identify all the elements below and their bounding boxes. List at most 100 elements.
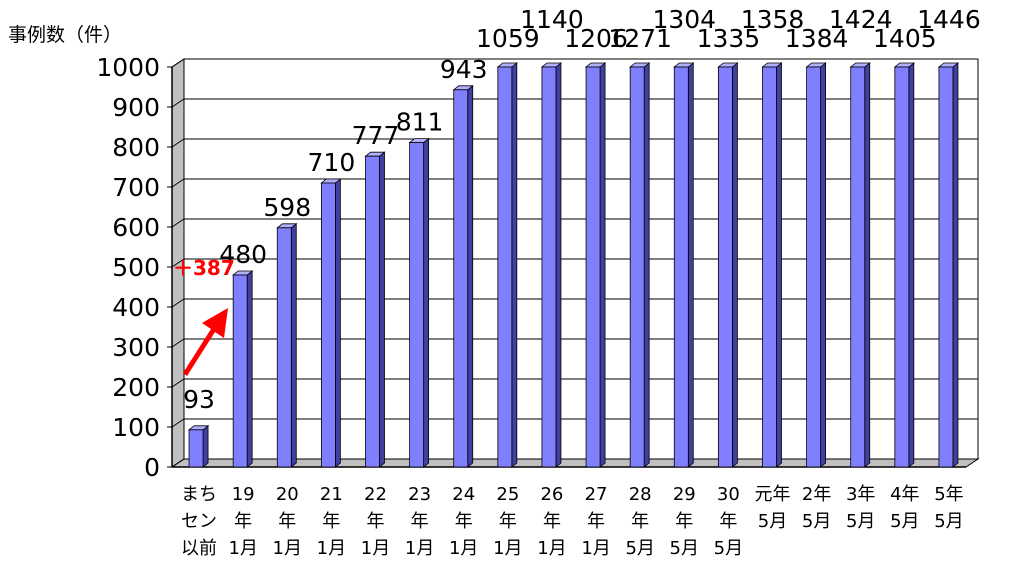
x-tick-label: 以前 xyxy=(181,538,217,559)
bar-side xyxy=(335,179,340,467)
bar-front xyxy=(763,67,777,467)
bar-side xyxy=(953,63,958,467)
bar xyxy=(366,152,385,467)
bar-front xyxy=(321,183,335,467)
x-tick-label: 年 xyxy=(411,511,429,532)
bar-front xyxy=(498,67,512,467)
bar-side xyxy=(247,271,252,467)
x-tick-label: 23 xyxy=(408,484,431,505)
y-axis-title: 事例数（件） xyxy=(8,24,122,46)
bar-side xyxy=(688,63,693,467)
bar xyxy=(542,63,561,467)
x-tick-label: 27 xyxy=(585,484,608,505)
x-tick-label: 20 xyxy=(276,484,299,505)
x-tick-label: 年 xyxy=(367,511,385,532)
value-label: 811 xyxy=(396,108,444,137)
x-tick-label: 25 xyxy=(496,484,519,505)
y-tick-label: 400 xyxy=(112,293,160,322)
bar xyxy=(277,224,296,467)
bar-front xyxy=(189,430,203,467)
value-label: 1446 xyxy=(917,5,981,34)
bar-side xyxy=(203,426,208,467)
bar-front xyxy=(233,275,247,467)
x-tick-label: 1月 xyxy=(317,538,346,559)
y-tick-label: 1000 xyxy=(96,53,160,82)
value-label: 93 xyxy=(183,385,215,414)
bar xyxy=(718,63,737,467)
x-tick-label: 24 xyxy=(452,484,475,505)
x-tick-label: 4年 xyxy=(890,484,919,505)
bar-front xyxy=(895,67,909,467)
bar-front xyxy=(586,67,600,467)
bar-front xyxy=(851,67,865,467)
x-tick-label: 19 xyxy=(232,484,255,505)
x-tick-label: 21 xyxy=(320,484,343,505)
x-tick-label: 年 xyxy=(631,511,649,532)
bar xyxy=(233,271,252,467)
x-axis-labels: まちセン以前19年1月20年1月21年1月22年1月23年1月24年1月25年1… xyxy=(181,484,964,559)
x-tick-label: 2年 xyxy=(802,484,831,505)
bar-side xyxy=(556,63,561,467)
bar-front xyxy=(718,67,732,467)
bar-front xyxy=(630,67,644,467)
bar xyxy=(586,63,605,467)
bar xyxy=(674,63,693,467)
x-tick-label: 5月 xyxy=(670,538,699,559)
x-tick-label: 5月 xyxy=(625,538,654,559)
bar xyxy=(189,426,208,467)
x-tick-label: 1月 xyxy=(273,538,302,559)
y-tick-label: 500 xyxy=(112,253,160,282)
bar-side xyxy=(644,63,649,467)
y-tick-label: 0 xyxy=(144,453,160,482)
x-tick-label: 30 xyxy=(717,484,740,505)
bar-side xyxy=(777,63,782,467)
y-tick-label: 700 xyxy=(112,173,160,202)
x-tick-label: 26 xyxy=(540,484,563,505)
bar-front xyxy=(366,156,380,467)
x-tick-label: 元年 xyxy=(755,484,791,505)
bar-side xyxy=(380,152,385,467)
bar-side xyxy=(600,63,605,467)
bar xyxy=(454,86,473,467)
bar-side xyxy=(424,139,429,467)
x-tick-label: 年 xyxy=(587,511,605,532)
x-tick-label: 年 xyxy=(234,511,252,532)
bar-front xyxy=(410,143,424,467)
x-tick-label: 1月 xyxy=(493,538,522,559)
x-tick-label: 年 xyxy=(543,511,561,532)
x-tick-label: 1月 xyxy=(361,538,390,559)
x-tick-label: 年 xyxy=(455,511,473,532)
bar-side xyxy=(291,224,296,467)
bar-side xyxy=(512,63,517,467)
value-label: 710 xyxy=(308,148,356,177)
y-tick-label: 100 xyxy=(112,413,160,442)
x-tick-label: 年 xyxy=(322,511,340,532)
value-label: 943 xyxy=(440,55,488,84)
bar-side xyxy=(732,63,737,467)
x-tick-label: 年 xyxy=(278,511,296,532)
value-label: 598 xyxy=(263,193,311,222)
y-tick-label: 600 xyxy=(112,213,160,242)
bar xyxy=(807,63,826,467)
x-tick-label: 5年 xyxy=(934,484,963,505)
bar xyxy=(498,63,517,467)
value-label: 777 xyxy=(352,121,400,150)
bar-front xyxy=(674,67,688,467)
bar-front xyxy=(807,67,821,467)
bar-side xyxy=(468,86,473,467)
y-tick-label: 300 xyxy=(112,333,160,362)
bar-front xyxy=(454,90,468,467)
bar xyxy=(321,179,340,467)
bar xyxy=(630,63,649,467)
bar xyxy=(895,63,914,467)
bar xyxy=(851,63,870,467)
x-tick-label: 1月 xyxy=(449,538,478,559)
bar-front xyxy=(542,67,556,467)
y-tick-label: 800 xyxy=(112,133,160,162)
x-tick-label: セン xyxy=(181,511,217,532)
y-tick-label: 200 xyxy=(112,373,160,402)
bar-front xyxy=(277,228,291,467)
x-tick-label: 5月 xyxy=(846,511,875,532)
bar-side xyxy=(865,63,870,467)
x-tick-label: 1月 xyxy=(581,538,610,559)
